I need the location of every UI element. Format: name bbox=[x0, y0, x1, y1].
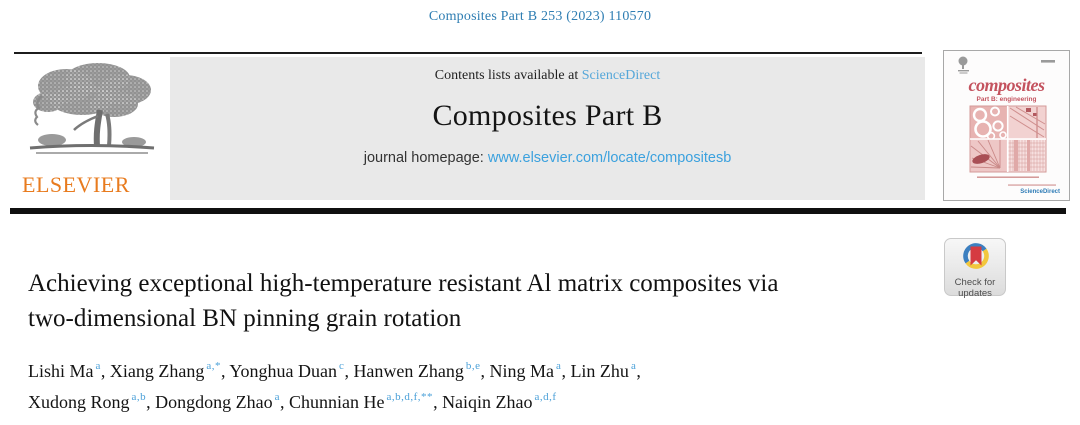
article-title-line2: two-dimensional BN pinning grain rotatio… bbox=[28, 305, 462, 332]
check-for-updates-badge[interactable]: Check for updates bbox=[944, 238, 1006, 299]
author-line: Lishi Ma a, Xiang Zhang a,*, Yonghua Duan c… bbox=[28, 354, 928, 385]
homepage-line: journal homepage: www.elsevier.com/locat… bbox=[170, 150, 925, 166]
author-separator: , bbox=[100, 361, 110, 381]
author-line: Xudong Rong a,b, Dongdong Zhao a, Chunnian… bbox=[28, 385, 928, 416]
author-separator: , bbox=[433, 391, 443, 412]
homepage-prefix: journal homepage: bbox=[363, 150, 488, 166]
header-divider-rule bbox=[10, 208, 1066, 214]
author-name: Lishi Ma bbox=[28, 361, 94, 381]
author-name: Naiqin Zhao bbox=[442, 391, 533, 412]
elsevier-tree-icon bbox=[29, 63, 155, 154]
contents-line: Contents lists available at ScienceDirec… bbox=[170, 68, 925, 84]
journal-banner: Contents lists available at ScienceDirec… bbox=[170, 57, 925, 200]
author-name: Ning Ma bbox=[489, 361, 555, 381]
author-affiliation-superscript: a,* bbox=[206, 360, 222, 372]
author-affiliation-superscript: a,b,d,f,** bbox=[386, 390, 434, 403]
homepage-link[interactable]: www.elsevier.com/locate/compositesb bbox=[487, 150, 732, 166]
journal-cover-art bbox=[958, 56, 1056, 186]
badge-label: Check for updates bbox=[954, 277, 996, 299]
author-name: Lin Zhu bbox=[570, 361, 629, 381]
author-separator: , bbox=[561, 361, 571, 381]
author-name: Xiang Zhang bbox=[109, 361, 205, 381]
author-separator: , bbox=[480, 361, 490, 381]
author-affiliation-superscript: c bbox=[339, 360, 345, 372]
author-affiliation-superscript: a bbox=[274, 390, 281, 403]
author-separator: , bbox=[146, 391, 156, 412]
cover-journal-subtitle: Part B: engineering bbox=[976, 96, 1037, 103]
author-name: Yonghua Duan bbox=[229, 361, 338, 381]
elsevier-logo[interactable]: ELSEVIER bbox=[22, 58, 162, 200]
journal-title: Composites Part B bbox=[432, 99, 663, 132]
crossmark-icon bbox=[963, 243, 989, 269]
cover-journal-title: composites bbox=[968, 75, 1046, 95]
author-name: Hanwen Zhang bbox=[353, 361, 464, 381]
author-affiliation-superscript: a,d,f bbox=[534, 390, 557, 403]
contents-prefix: Contents lists available at bbox=[434, 68, 582, 83]
author-affiliation-superscript: a bbox=[630, 360, 637, 372]
author-separator: , bbox=[280, 391, 290, 412]
top-rule bbox=[14, 52, 922, 54]
author-affiliation-superscript: a bbox=[95, 360, 101, 372]
author-affiliation-superscript: a bbox=[556, 360, 562, 372]
article-title: Achieving exceptional high-temperature r… bbox=[28, 266, 928, 336]
elsevier-wordmark: ELSEVIER bbox=[22, 172, 130, 197]
article-title-line1: Achieving exceptional high-temperature r… bbox=[28, 270, 779, 297]
author-list: Lishi Ma a, Xiang Zhang a,*, Yonghua Duan c… bbox=[28, 354, 928, 415]
author-name: Xudong Rong bbox=[28, 391, 130, 412]
journal-citation[interactable]: Composites Part B 253 (2023) 110570 bbox=[428, 9, 652, 24]
cover-sciencedirect-label: ScienceDirect bbox=[1020, 189, 1060, 195]
author-separator: , bbox=[344, 361, 354, 381]
journal-cover-thumbnail[interactable]: composites Part B: engineering ScienceDi… bbox=[943, 50, 1070, 201]
author-affiliation-superscript: a,b bbox=[131, 390, 147, 403]
author-affiliation-superscript: b,e bbox=[465, 360, 481, 372]
author-name: Dongdong Zhao bbox=[155, 391, 273, 412]
author-separator: , bbox=[636, 361, 641, 381]
author-name: Chunnian He bbox=[289, 391, 385, 412]
author-separator: , bbox=[221, 361, 230, 381]
sciencedirect-link[interactable]: ScienceDirect bbox=[581, 68, 661, 83]
